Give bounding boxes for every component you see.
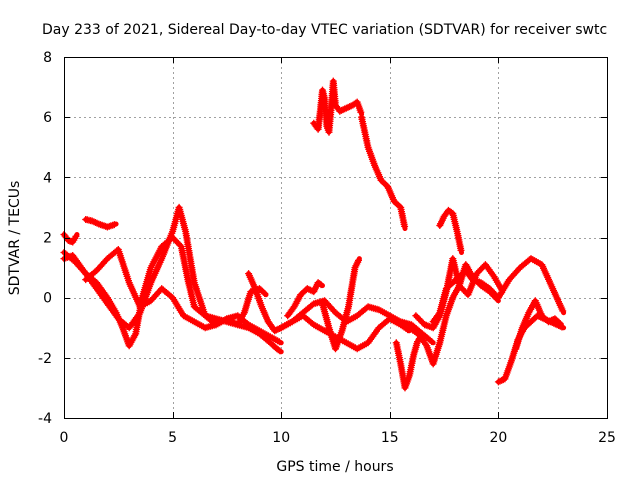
- data-point: [428, 338, 436, 345]
- series-arc-7: [277, 297, 436, 346]
- series-arc-5: [82, 246, 269, 332]
- data-point: [498, 376, 506, 384]
- series-arc-17: [494, 312, 567, 386]
- series-line: [278, 298, 436, 346]
- data-point: [559, 307, 567, 315]
- data-point: [355, 256, 362, 264]
- y-tick-label: -4: [38, 411, 52, 427]
- data-point: [303, 285, 311, 293]
- data-point: [339, 106, 347, 114]
- data-point: [401, 222, 409, 230]
- data-point: [316, 280, 324, 288]
- series-arc-12: [392, 337, 421, 392]
- series-arc-14: [412, 255, 506, 332]
- x-tick-label: 15: [381, 430, 399, 446]
- data-point: [176, 241, 184, 249]
- x-tick-label: 0: [60, 430, 69, 446]
- series-arc-2: [82, 216, 119, 231]
- data-point: [271, 327, 279, 335]
- y-tick-label: -2: [38, 351, 52, 367]
- x-tick-labels: 0 5 10 15 20 25: [60, 57, 616, 446]
- data-point: [544, 318, 552, 326]
- data-point: [435, 310, 443, 318]
- series-arc-16: [436, 206, 465, 255]
- series-arc-11: [358, 113, 409, 231]
- data-point: [494, 378, 502, 386]
- y-tick-label: 4: [43, 170, 52, 186]
- chart-title: Day 233 of 2021, Sidereal Day-to-day VTE…: [42, 22, 607, 38]
- series-arc-18: [512, 297, 564, 353]
- data-point: [555, 318, 563, 326]
- series-arc-10: [310, 77, 365, 136]
- y-tick-label: 2: [43, 231, 52, 247]
- data-point: [90, 218, 98, 226]
- y-axis-label: SDTVAR / TECUs: [7, 181, 23, 296]
- y-tick-label: 8: [43, 50, 52, 66]
- data-point: [346, 103, 354, 111]
- y-tick-label: 6: [43, 110, 52, 126]
- x-tick-label: 25: [598, 430, 616, 446]
- data-point: [426, 336, 434, 344]
- grid: [64, 57, 607, 418]
- y-tick-label: 0: [43, 291, 52, 307]
- series-arc-6: [245, 270, 412, 353]
- data-point: [274, 346, 282, 354]
- series-arc-9: [319, 256, 362, 353]
- x-axis-label: GPS time / hours: [276, 459, 393, 475]
- data-point: [556, 320, 564, 327]
- data-point: [414, 338, 421, 346]
- x-tick-label: 5: [168, 430, 177, 446]
- data-point: [357, 108, 365, 116]
- data-point: [546, 317, 554, 325]
- data-point: [276, 347, 284, 355]
- x-tick-label: 10: [272, 430, 290, 446]
- series-arc-15: [429, 255, 567, 326]
- data-point: [72, 232, 80, 240]
- data-point: [317, 281, 325, 289]
- series-arc-13: [405, 261, 501, 368]
- data-point: [344, 103, 352, 111]
- data-point: [275, 338, 283, 346]
- series-group: [60, 77, 567, 392]
- data-point: [92, 219, 99, 226]
- y-tick-labels: -4 -2 0 2 4 6 8: [38, 50, 607, 427]
- series-arc-8: [284, 279, 325, 320]
- data-point: [342, 104, 350, 112]
- data-point: [259, 288, 267, 296]
- data-point: [338, 106, 345, 114]
- x-tick-label: 20: [489, 430, 507, 446]
- data-point: [110, 221, 118, 229]
- data-point: [457, 246, 465, 254]
- data-point: [261, 290, 269, 297]
- data-point: [272, 326, 280, 334]
